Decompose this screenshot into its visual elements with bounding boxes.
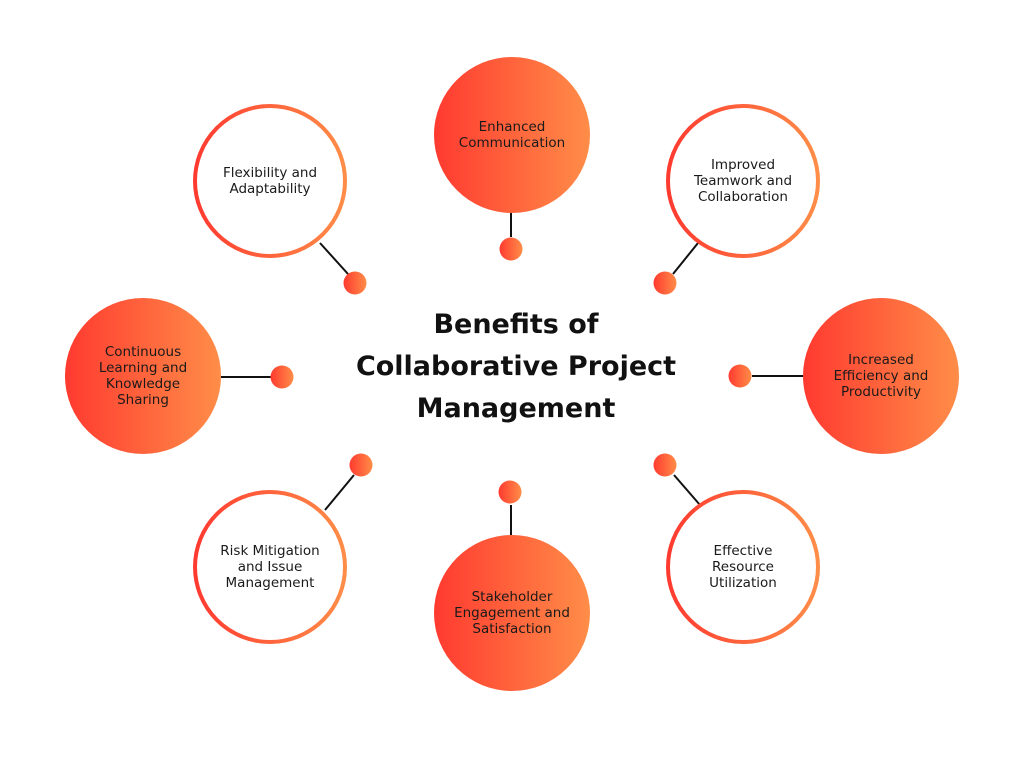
benefit-circle — [666, 490, 820, 644]
benefit-label: Improved Teamwork and Collaboration — [693, 157, 793, 205]
title-line: Collaborative Project — [355, 351, 677, 382]
benefit-circle — [666, 104, 820, 258]
benefit-label: Effective Resource Utilization — [709, 543, 777, 591]
benefit-label: Enhanced Communication — [458, 119, 566, 151]
title-line: Management — [416, 393, 616, 424]
connector-dot — [498, 480, 522, 504]
benefit-circle — [803, 298, 959, 454]
connector-dot — [343, 271, 367, 295]
benefit-circle — [193, 490, 347, 644]
connector-line — [672, 242, 699, 275]
benefit-label: Stakeholder Engagement and Satisfaction — [454, 589, 570, 637]
connector-line — [673, 474, 701, 506]
benefit-label: Increased Efficiency and Productivity — [833, 352, 929, 400]
connector-line — [319, 242, 349, 275]
connector-dot — [653, 271, 677, 295]
benefit-label: Continuous Learning and Knowledge Sharin… — [98, 344, 188, 408]
title-line: Benefits of — [433, 309, 599, 340]
benefit-circle — [65, 298, 221, 454]
benefit-circle — [434, 535, 590, 691]
connector-dot — [499, 237, 523, 261]
connector-dot — [270, 365, 294, 389]
benefit-label: Flexibility and Adaptability — [222, 165, 318, 197]
benefit-circle — [193, 104, 347, 258]
connector-dot — [349, 453, 373, 477]
diagram-title: Benefits of Collaborative Project Manage… — [316, 304, 716, 430]
benefit-label: Risk Mitigation and Issue Management — [220, 543, 320, 591]
connector-line — [324, 474, 355, 511]
connector-dot — [728, 364, 752, 388]
benefit-circle — [434, 57, 590, 213]
connector-dot — [653, 453, 677, 477]
